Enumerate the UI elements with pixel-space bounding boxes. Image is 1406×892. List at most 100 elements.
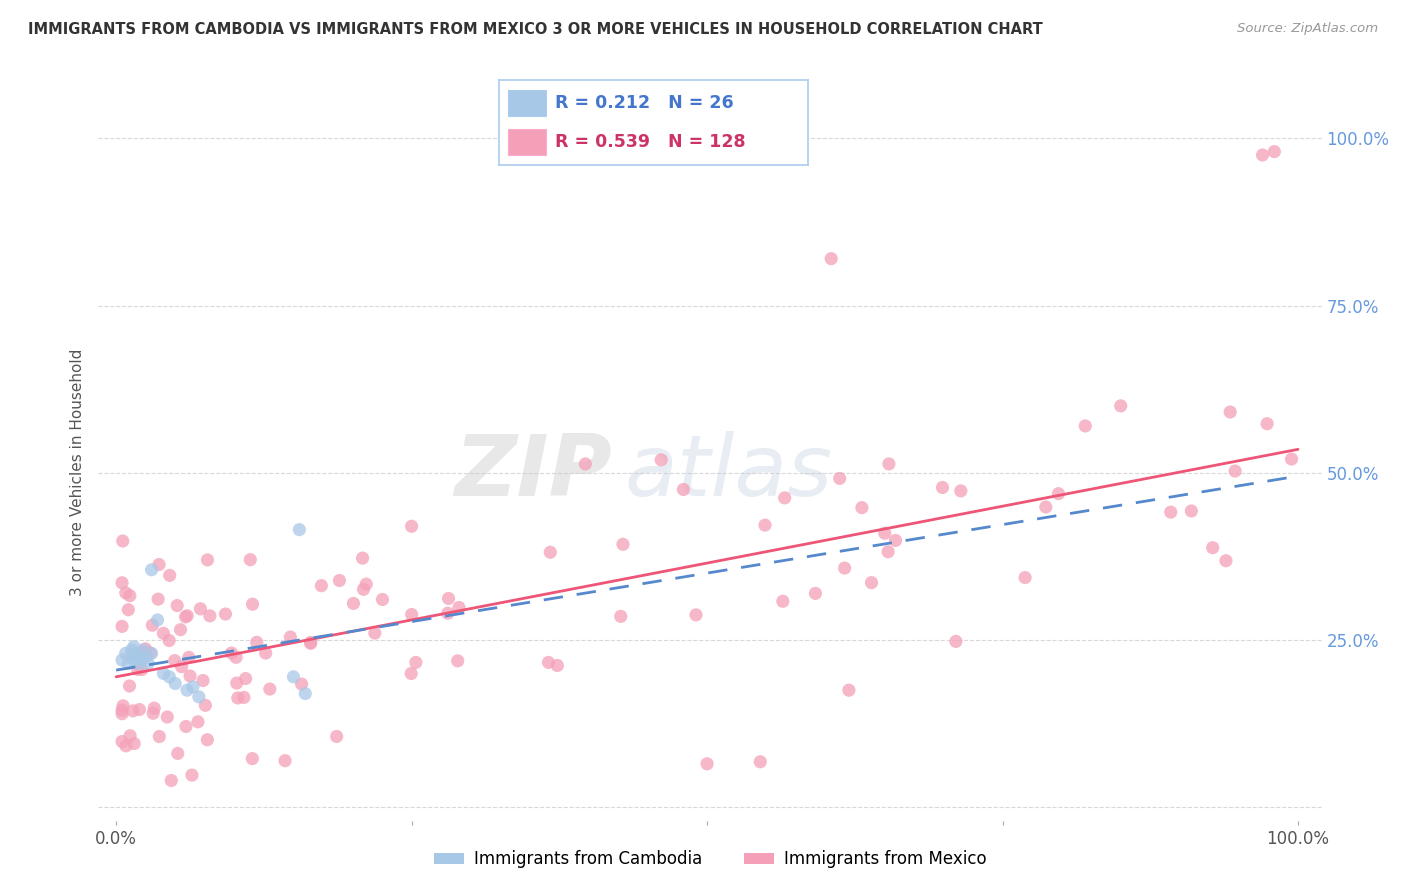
Y-axis label: 3 or more Vehicles in Household: 3 or more Vehicles in Household (70, 349, 86, 597)
Point (179, 669, 201, 683)
Point (125, 649, 148, 664)
Point (685, 607, 707, 622)
Point (141, 618, 163, 632)
Point (163, 654, 186, 668)
Point (187, 714, 209, 729)
Point (115, 739, 138, 753)
Point (112, 698, 135, 713)
Point (401, 607, 423, 622)
Point (546, 658, 568, 673)
Text: atlas: atlas (624, 431, 832, 515)
Text: Source: ZipAtlas.com: Source: ZipAtlas.com (1237, 22, 1378, 36)
Point (136, 657, 159, 671)
Point (538, 545, 561, 559)
Point (127, 646, 149, 660)
Point (139, 646, 162, 660)
Point (294, 687, 316, 701)
Point (242, 597, 264, 611)
Point (165, 676, 187, 690)
Point (274, 754, 297, 768)
Point (754, 518, 776, 533)
Point (143, 701, 166, 715)
Point (169, 623, 191, 637)
Point (1219, 405, 1241, 419)
Point (111, 734, 134, 748)
Point (1263, 145, 1285, 159)
Point (772, 594, 794, 608)
Point (117, 603, 139, 617)
Point (128, 702, 150, 716)
Point (122, 704, 145, 718)
Point (860, 575, 883, 590)
Point (122, 653, 145, 667)
Point (191, 673, 214, 688)
Point (160, 773, 183, 788)
Point (773, 491, 796, 505)
Point (166, 747, 188, 761)
Point (181, 768, 204, 782)
Point (118, 679, 141, 693)
Point (156, 710, 179, 724)
Point (114, 586, 136, 600)
Point (225, 676, 247, 690)
Point (152, 626, 174, 640)
Point (141, 646, 163, 660)
Point (131, 646, 153, 660)
Point (148, 730, 170, 744)
Point (176, 683, 198, 698)
Point (342, 596, 364, 610)
Point (299, 635, 322, 649)
Point (117, 657, 139, 671)
Point (1281, 452, 1303, 467)
Point (187, 690, 209, 704)
Bar (509, 90, 546, 116)
Point (142, 706, 165, 721)
Point (134, 641, 156, 656)
Point (194, 698, 217, 713)
Point (221, 646, 243, 660)
Point (447, 600, 470, 615)
Point (884, 533, 907, 548)
Point (132, 643, 155, 657)
Point (121, 643, 143, 657)
Point (146, 592, 169, 607)
Point (1256, 417, 1278, 431)
Point (537, 656, 560, 670)
Point (195, 732, 218, 747)
Point (111, 706, 134, 721)
Point (111, 703, 134, 717)
Point (364, 626, 387, 640)
Point (610, 609, 633, 624)
Point (190, 602, 212, 616)
Point (354, 577, 377, 591)
Point (135, 649, 157, 664)
Point (405, 656, 427, 670)
Point (828, 471, 851, 485)
Point (1251, 148, 1274, 162)
Point (353, 582, 375, 597)
Point (127, 663, 149, 677)
Point (225, 650, 247, 665)
Point (945, 634, 967, 648)
Point (111, 534, 134, 549)
Point (159, 568, 181, 582)
Point (120, 729, 142, 743)
Point (299, 636, 322, 650)
Point (1223, 464, 1246, 478)
Point (233, 690, 256, 705)
Point (949, 483, 972, 498)
Point (437, 591, 460, 606)
Point (877, 545, 900, 559)
Point (118, 589, 141, 603)
Point (214, 607, 236, 621)
Point (197, 553, 219, 567)
Point (254, 646, 277, 660)
Point (235, 672, 257, 686)
Point (111, 653, 134, 667)
Point (838, 683, 860, 698)
Point (114, 646, 136, 660)
Point (931, 481, 953, 495)
Text: IMMIGRANTS FROM CAMBODIA VS IMMIGRANTS FROM MEXICO 3 OR MORE VEHICLES IN HOUSEHO: IMMIGRANTS FROM CAMBODIA VS IMMIGRANTS F… (28, 22, 1043, 37)
Point (1180, 504, 1202, 518)
Point (650, 453, 672, 467)
